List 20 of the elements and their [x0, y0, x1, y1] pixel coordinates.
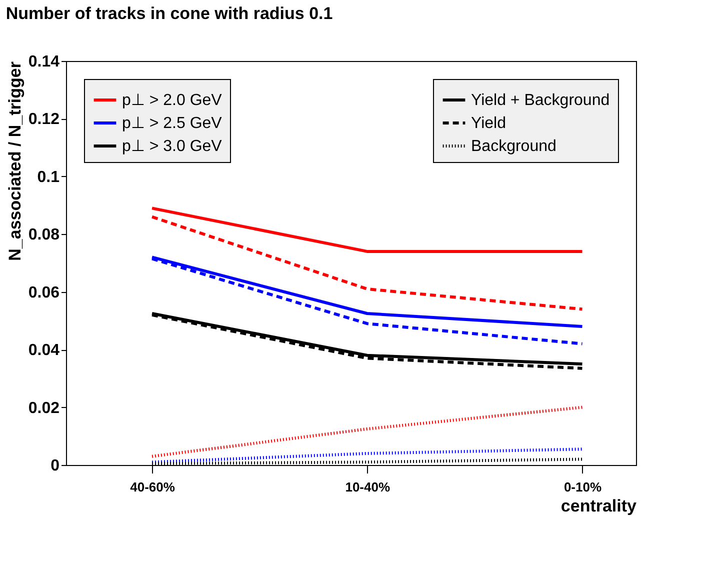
- y-tick-label: 0.1: [37, 168, 60, 186]
- legend-label: p⊥ > 3.0 GeV: [122, 138, 222, 155]
- annotation: Background: [471, 138, 556, 155]
- annotation: Yield + Background: [471, 92, 610, 109]
- chart-title: Number of tracks in cone with radius 0.1: [6, 4, 333, 23]
- y-tick-label: 0.12: [28, 111, 60, 128]
- x-tick-label: 10-40%: [345, 480, 390, 494]
- x-axis-title: centrality: [560, 496, 638, 516]
- y-tick-label: 0.08: [28, 226, 60, 244]
- y-tick-label: 0: [50, 458, 60, 474]
- y-axis-title: N_associated / N_trigger: [5, 61, 24, 261]
- y-tick-label: 0.02: [28, 400, 60, 417]
- y-tick-label: 0.04: [28, 342, 60, 360]
- x-tick-label: 40-60%: [130, 480, 176, 494]
- legend-label: p⊥ > 2.0 GeV: [122, 92, 222, 109]
- legend-label: p⊥ > 2.5 GeV: [122, 115, 222, 132]
- y-tick-label: 0.06: [28, 284, 60, 302]
- annotation: Yield: [471, 115, 506, 132]
- x-tick-label: 0-10%: [564, 480, 602, 494]
- y-tick-label: 0.14: [28, 54, 60, 70]
